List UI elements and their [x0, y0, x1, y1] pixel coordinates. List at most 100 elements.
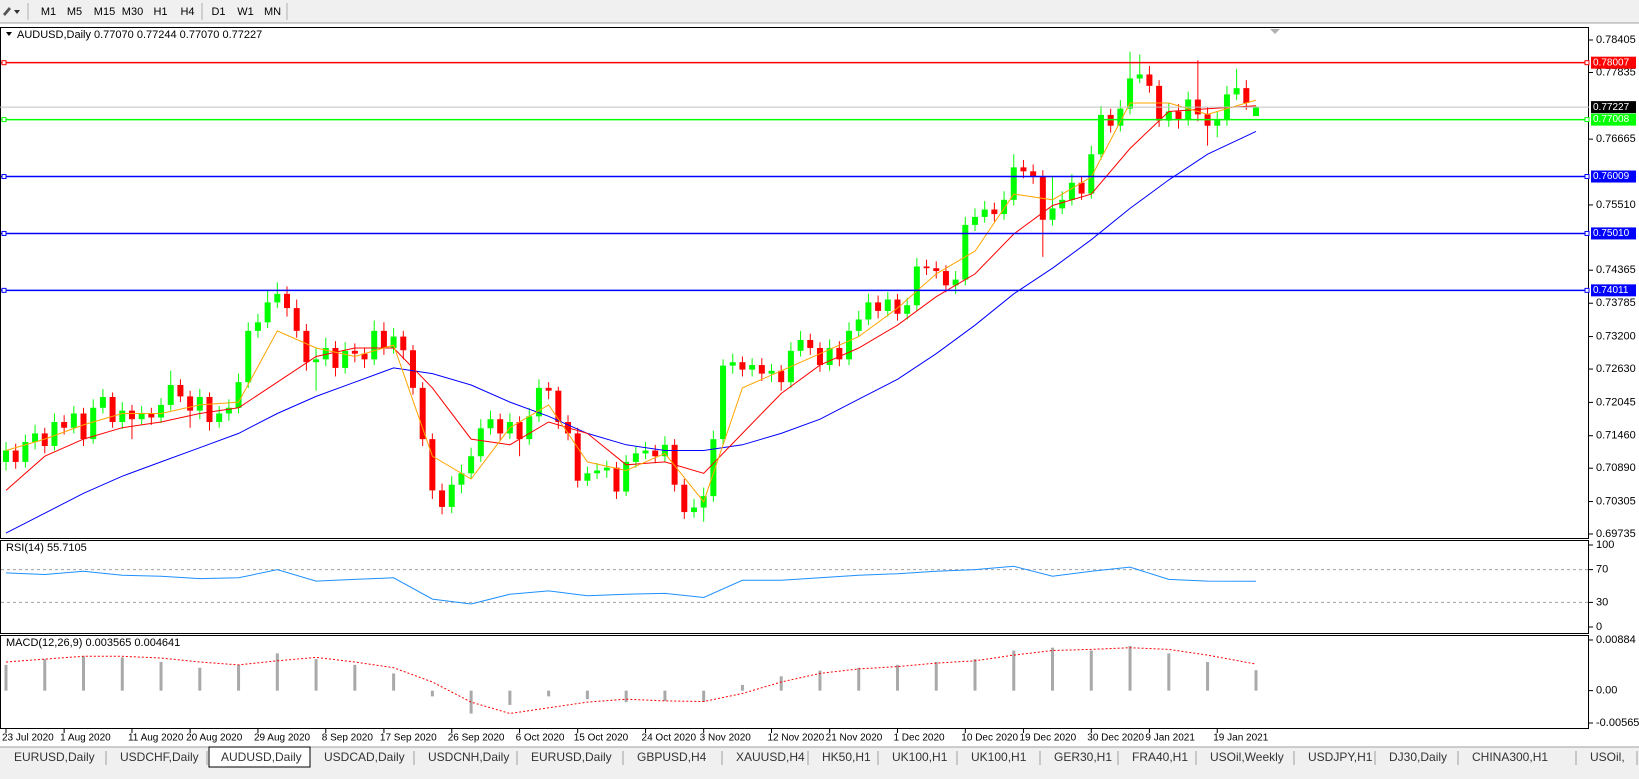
timeframe-label[interactable]: H4 [180, 6, 194, 18]
tab-label[interactable]: GER30,H1 [1054, 750, 1112, 764]
chart-tab[interactable]: UK100,H1 [892, 750, 958, 765]
chart-tab[interactable]: GBPUSD,H4 [637, 750, 723, 765]
chart-tab[interactable]: CHINA300,H1 [1472, 750, 1577, 765]
level-price-box [1591, 170, 1636, 183]
button-face[interactable] [148, 2, 173, 20]
x-tick-label: 6 Oct 2020 [516, 733, 565, 744]
x-tick-label: 19 Jan 2021 [1213, 733, 1268, 744]
timeframe-label[interactable]: M30 [122, 6, 143, 18]
timeframe-button[interactable]: W1 [233, 2, 258, 20]
timeframe-button[interactable]: D1 [206, 2, 231, 20]
candle-body [1097, 114, 1104, 155]
tab-label[interactable]: USOil,Weekly [1210, 750, 1284, 764]
candle-body [128, 410, 135, 420]
tab-label[interactable]: AUDUSD,Daily [221, 750, 302, 764]
candle-body [904, 305, 911, 314]
x-tick-label: 10 Dec 2020 [961, 733, 1018, 744]
tab-label[interactable]: HK50,H1 [822, 750, 871, 764]
candle-body [739, 362, 746, 370]
candle-body [235, 382, 242, 408]
button-face[interactable] [175, 2, 200, 20]
tab-label[interactable]: USDCAD,Daily [324, 750, 405, 764]
timeframe-label[interactable]: W1 [237, 6, 254, 18]
tab-label[interactable]: GBPUSD,H4 [637, 750, 707, 764]
dropdown-arrow[interactable] [14, 10, 20, 14]
chart-tab[interactable]: GER30,H1 [1054, 750, 1119, 765]
candle-body [284, 293, 291, 309]
chart-tab[interactable]: USDCNH,Daily [428, 750, 518, 765]
tab-label[interactable]: EURUSD,Daily [14, 750, 95, 764]
candle-body [1165, 111, 1172, 121]
y-tick-label: 0.78405 [1596, 34, 1636, 46]
tab-label[interactable]: CHINA300,H1 [1472, 750, 1548, 764]
candle-body [574, 433, 581, 481]
candle-body [109, 396, 116, 423]
timeframe-label[interactable]: M5 [67, 6, 82, 18]
chart-tab[interactable]: USDCHF,Daily [120, 750, 208, 765]
candle-body [846, 330, 853, 360]
chart-tab[interactable]: UK100,H1 [971, 750, 1041, 765]
chart-tab[interactable]: USOil,Weekly [1210, 750, 1295, 765]
timeframe-button[interactable]: H4 [175, 2, 200, 20]
candle-body [1253, 107, 1260, 117]
tab-label[interactable]: EURUSD,Daily [531, 750, 612, 764]
active-tab-face[interactable] [208, 746, 311, 768]
timeframe-button[interactable]: M5 [62, 2, 87, 20]
timeframe-label[interactable]: M1 [41, 6, 56, 18]
candle-body [342, 350, 349, 368]
candle-body [710, 439, 717, 497]
chart-tab[interactable]: HK50,H1 [822, 750, 879, 765]
button-face[interactable] [233, 2, 258, 20]
tab-label[interactable]: FRA40,H1 [1132, 750, 1188, 764]
level-price-box [1591, 284, 1636, 297]
button-face[interactable] [36, 2, 61, 20]
button-face[interactable] [260, 2, 285, 20]
y-tick-label: 0.77835 [1596, 66, 1636, 78]
button-face[interactable] [62, 2, 87, 20]
chart-tab[interactable]: AUDUSD,Daily [208, 746, 311, 768]
chart-tab[interactable]: XAUUSD,H4 [736, 750, 809, 765]
timeframe-button[interactable]: M15 [92, 2, 117, 20]
tab-label[interactable]: UK100,H1 [971, 750, 1027, 764]
timeframe-button[interactable]: M1 [36, 2, 61, 20]
timeframe-label[interactable]: H1 [153, 6, 167, 18]
button-face[interactable] [120, 2, 145, 20]
timeframe-button[interactable]: M30 [120, 2, 145, 20]
chart-tab[interactable]: USOil, [1590, 750, 1638, 765]
y-tick-label: 0.73785 [1596, 297, 1636, 309]
chart-tab[interactable]: EURUSD,Daily [531, 750, 624, 765]
chart-tab[interactable]: DJ30,Daily [1389, 750, 1459, 765]
button-face[interactable] [206, 2, 231, 20]
chart-tab[interactable]: FRA40,H1 [1132, 750, 1197, 765]
tab-label[interactable]: XAUUSD,H4 [736, 750, 805, 764]
level-handle [1, 287, 7, 293]
candle-body [1243, 88, 1250, 103]
level-handle [1, 60, 7, 66]
candle-body [1020, 167, 1027, 172]
tab-label[interactable]: USDJPY,H1 [1308, 750, 1373, 764]
chart-tab[interactable]: USDJPY,H1 [1308, 750, 1376, 765]
candle-body [167, 385, 174, 405]
tab-label[interactable]: UK100,H1 [892, 750, 948, 764]
timeframe-button[interactable]: MN [260, 2, 285, 20]
tab-label[interactable]: USOil, [1590, 750, 1625, 764]
button-face[interactable] [92, 2, 117, 20]
timeframe-label[interactable]: M15 [94, 6, 115, 18]
x-tick-label: 1 Dec 2020 [893, 733, 945, 744]
chart-tab[interactable]: EURUSD,Daily [14, 750, 107, 765]
tab-label[interactable]: DJ30,Daily [1389, 750, 1447, 764]
tab-label[interactable]: USDCNH,Daily [428, 750, 509, 764]
candle-body [90, 407, 97, 440]
candle-body [768, 370, 775, 374]
timeframe-button[interactable]: H1 [148, 2, 173, 20]
level-handle [1584, 174, 1590, 180]
level-handle [1584, 287, 1590, 293]
timeframe-label[interactable]: MN [264, 6, 281, 18]
chart-tab[interactable]: USDCAD,Daily [324, 750, 415, 765]
draw-tool-icon[interactable] [3, 7, 11, 16]
tab-label[interactable]: USDCHF,Daily [120, 750, 199, 764]
candle-body [1001, 199, 1008, 215]
timeframe-label[interactable]: D1 [211, 6, 225, 18]
candle-body [1049, 208, 1056, 220]
title-arrow [6, 32, 12, 36]
